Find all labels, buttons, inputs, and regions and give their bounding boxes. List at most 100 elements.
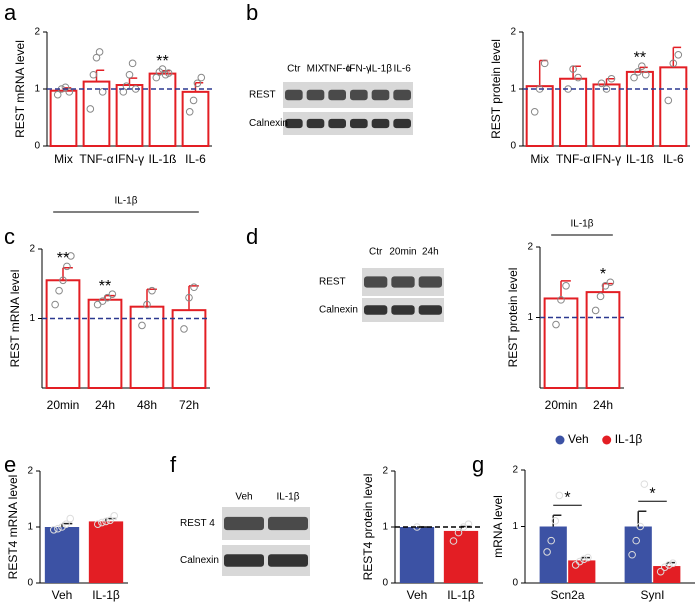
blot-band [391, 276, 415, 288]
data-point [591, 306, 600, 315]
data-point [110, 512, 119, 520]
data-point [543, 548, 551, 556]
bar [525, 85, 554, 147]
x-tick-label: 24h [95, 398, 115, 412]
y-tick-label: 0 [510, 141, 516, 152]
data-point [98, 518, 106, 527]
data-point [551, 517, 560, 525]
panel-label: d [246, 224, 258, 249]
y-tick-label: 1 [512, 521, 518, 532]
data-point [190, 283, 198, 292]
data-point [55, 286, 63, 295]
panel-label: f [170, 452, 177, 477]
y-tick-label: 0 [382, 578, 388, 589]
data-point [597, 79, 606, 88]
blot-band [268, 516, 308, 531]
blot-band [391, 305, 415, 315]
x-tick-label: 20min [47, 398, 80, 412]
data-point [547, 536, 555, 545]
data-point [674, 51, 683, 59]
x-tick-label: IFN-γ [115, 152, 144, 166]
y-axis-label: REST protein level [506, 268, 520, 368]
data-point [185, 108, 194, 116]
bar [399, 527, 435, 583]
lane-label: TNF-α [323, 64, 352, 75]
blot-band [393, 118, 411, 129]
data-point [596, 292, 605, 301]
y-tick-label: 2 [527, 242, 533, 253]
blot-band [364, 305, 388, 315]
bar [115, 84, 144, 148]
blot-band [224, 516, 264, 531]
y-tick-label: 2 [510, 27, 516, 38]
data-point [665, 561, 673, 569]
significance-label: * [600, 266, 606, 283]
significance-label: * [564, 489, 570, 506]
panel-label: c [4, 224, 15, 249]
data-point [122, 82, 131, 90]
data-point [128, 59, 137, 68]
data-point [59, 276, 67, 285]
row-label: REST [249, 90, 276, 101]
blot-band [371, 118, 390, 129]
significance-label: ** [99, 278, 111, 295]
data-point [67, 252, 75, 260]
data-point [189, 96, 198, 105]
data-point [66, 514, 75, 523]
data-point [125, 70, 134, 79]
y-axis-label: mRNA level [491, 495, 505, 558]
data-point [575, 557, 584, 566]
bar [625, 70, 654, 147]
panel-label: a [4, 0, 17, 25]
data-point [664, 96, 673, 105]
x-tick-label: IFN-γ [592, 152, 621, 166]
y-tick-label: 1 [27, 522, 33, 533]
y-axis-label: REST protein level [489, 39, 503, 139]
error-bar [538, 59, 548, 87]
data-point [636, 522, 645, 531]
x-tick-label: IL-1ß [626, 152, 654, 166]
bar [659, 66, 688, 147]
blot-band [328, 118, 346, 129]
row-label: Calnexin [249, 118, 288, 129]
error-bar [552, 514, 562, 527]
y-axis-label: REST mRNA level [8, 270, 22, 368]
data-point [669, 559, 677, 568]
bar [45, 279, 81, 389]
data-point [449, 537, 458, 545]
bar [88, 521, 124, 583]
significance-label: ** [156, 53, 168, 70]
x-tick-label: 72h [179, 398, 199, 412]
panel-label: g [472, 452, 484, 477]
y-tick-label: 0 [34, 141, 40, 152]
data-point [632, 536, 640, 545]
y-axis-label: REST4 mRNA level [6, 475, 20, 580]
data-point [660, 563, 669, 571]
lane-label: Ctr [369, 247, 383, 258]
row-label: Calnexin [180, 555, 219, 566]
data-point [93, 300, 102, 309]
row-label: Calnexin [319, 305, 358, 316]
data-point [51, 300, 59, 309]
y-tick-label: 2 [34, 27, 40, 38]
significance-label: ** [57, 250, 69, 267]
y-tick-label: 1 [29, 313, 35, 324]
error-bar [95, 69, 105, 82]
data-point [562, 281, 570, 290]
lane-label: 20min [389, 247, 416, 258]
row-label: REST 4 [180, 518, 215, 529]
y-tick-label: 0 [27, 578, 33, 589]
data-point [152, 73, 161, 82]
bar [49, 89, 78, 147]
data-point [106, 516, 114, 525]
data-point [158, 65, 167, 73]
data-point [540, 59, 549, 68]
data-point [98, 88, 107, 96]
x-tick-label: Mix [530, 152, 549, 166]
bar [539, 526, 567, 583]
bar [585, 291, 621, 389]
data-point [580, 555, 588, 564]
data-point [148, 286, 156, 295]
blot-band [306, 118, 325, 129]
lane-label: Veh [235, 492, 252, 503]
